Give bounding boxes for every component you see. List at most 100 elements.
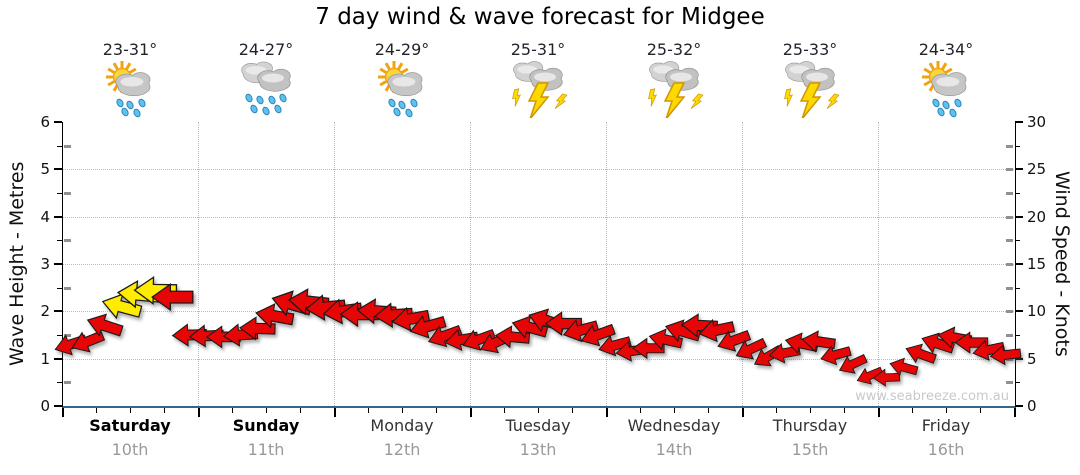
y-right-major-tick [1015, 263, 1023, 265]
x-axis-tick [436, 408, 437, 413]
x-axis-tick [368, 408, 369, 413]
cloud-shape [115, 72, 151, 97]
sun-cloud-rain-icon [378, 61, 423, 118]
cloud-shape [649, 61, 680, 82]
cloud-shape [513, 61, 544, 82]
day-date-label: 11th [247, 440, 285, 459]
weather-icon [504, 60, 572, 120]
x-axis-tick [198, 408, 200, 417]
day-name-label: Tuesday [505, 416, 571, 435]
weather-icon [640, 60, 708, 120]
sun-cloud-rain-icon [922, 61, 967, 118]
y-right-major-tick [1015, 310, 1023, 313]
cloud-shape [665, 67, 699, 91]
x-axis-tick [912, 408, 913, 413]
x-axis-tick [130, 408, 131, 413]
temp-range-label: 25-32° [646, 40, 702, 59]
x-axis-tick [402, 408, 403, 413]
wind-arrow [698, 318, 736, 343]
day-name-label: Friday [921, 416, 971, 435]
cloud-shape [241, 61, 273, 84]
day-date-label: 10th [111, 440, 149, 459]
weather-icon [912, 60, 980, 118]
wind-arrow [820, 345, 852, 366]
temp-range-label: 24-29° [374, 40, 430, 59]
wind-arrow [972, 339, 1006, 361]
x-axis-tick [334, 408, 336, 417]
x-axis-tick [640, 408, 641, 413]
temp-range-label: 23-31° [102, 40, 158, 59]
x-axis-tick [946, 408, 947, 413]
x-axis-tick [62, 408, 64, 417]
wind-arrow [391, 306, 431, 332]
x-axis-tick [844, 408, 845, 413]
wind-arrow [255, 303, 295, 329]
day-date-label: 13th [519, 440, 557, 459]
day-date-label: 16th [927, 440, 965, 459]
wind-arrow [544, 311, 582, 336]
y-right-major-tick [1015, 215, 1023, 218]
temp-range-label: 24-27° [238, 40, 294, 59]
weather-icon [232, 60, 300, 118]
y-right-major-tick [1015, 168, 1023, 171]
x-axis-tick [980, 408, 981, 413]
wind-arrow [86, 313, 124, 337]
wind-arrow [735, 337, 768, 360]
plot-area [62, 122, 1016, 408]
storm-icon [648, 61, 704, 120]
cloud-shape [529, 67, 563, 91]
temp-range-label: 25-31° [510, 40, 566, 59]
day-date-label: 15th [791, 440, 829, 459]
y-left-major-tick [54, 357, 62, 360]
cloud-shape [387, 72, 423, 97]
y-left-major-tick [54, 263, 62, 265]
y-right-major-tick [1015, 121, 1023, 123]
x-axis-tick [606, 408, 608, 417]
day-name-label: Sunday [232, 416, 300, 435]
wind-arrow [101, 293, 143, 320]
wind-arrow [462, 329, 497, 351]
day-name-label: Monday [370, 416, 434, 435]
wind-arrow [598, 335, 632, 357]
wind-arrow [648, 328, 684, 351]
sun-shape [106, 61, 138, 93]
clouds-rain-icon [241, 61, 291, 116]
wind-arrow [427, 324, 463, 348]
cloud-shape [801, 67, 835, 91]
weather-icon [96, 60, 164, 118]
x-axis-tick [470, 408, 472, 417]
x-axis-tick [742, 408, 744, 417]
weather-icon [368, 60, 436, 118]
day-name-label: Wednesday [627, 416, 721, 435]
y-left-major-tick [54, 215, 62, 218]
right-axis-title: Wind Speed - Knots [1051, 171, 1073, 357]
x-axis-tick [538, 408, 539, 413]
x-axis-tick [572, 408, 573, 413]
x-axis-tick [708, 408, 709, 413]
cloud-shape [257, 68, 291, 92]
y-right-major-tick [1015, 405, 1023, 407]
x-axis-tick [674, 408, 675, 413]
x-axis-tick [164, 408, 165, 413]
temp-range-label: 24-34° [918, 40, 974, 59]
y-left-major-tick [54, 310, 62, 313]
temp-range-label: 25-33° [782, 40, 838, 59]
y-left-major-tick [54, 121, 62, 123]
wind-arrow [409, 315, 447, 339]
wind-arrows-layer [54, 276, 1022, 387]
day-date-label: 12th [383, 440, 421, 459]
wind-arrow [889, 357, 919, 377]
y-left-major-tick [54, 168, 62, 171]
x-axis-tick [1014, 408, 1016, 417]
cloud-shape [785, 61, 816, 82]
y-left-major-tick [54, 405, 62, 407]
sun-cloud-rain-icon [106, 61, 151, 118]
left-axis-title: Wave Height - Metres [6, 161, 28, 367]
wind-arrow [151, 283, 194, 312]
wind-arrow [989, 344, 1022, 366]
day-name-label: Saturday [89, 416, 171, 435]
day-name-label: Thursday [772, 416, 848, 435]
x-axis-tick [776, 408, 777, 413]
wind-arrow [580, 323, 616, 347]
